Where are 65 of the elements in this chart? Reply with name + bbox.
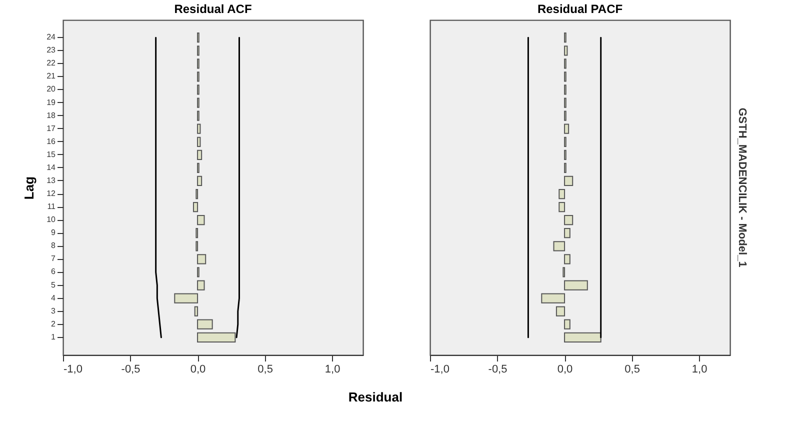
y-tick-label: 1 (51, 332, 56, 342)
bar (197, 124, 201, 134)
y-tick-label: 16 (46, 136, 56, 146)
y-tick-label: 20 (46, 84, 56, 94)
y-tick-label: 11 (47, 202, 56, 212)
bar (556, 306, 566, 316)
x-axis-title: Residual (348, 390, 403, 404)
bar (197, 215, 205, 226)
bar (564, 319, 570, 330)
bar (564, 332, 602, 342)
y-tick-label: 2 (51, 319, 56, 328)
bar (197, 280, 205, 290)
bar (553, 241, 566, 252)
bar (194, 306, 198, 316)
bar (564, 176, 574, 186)
bar (197, 319, 213, 330)
chart-title: Residual PACF (537, 2, 623, 16)
bar (564, 228, 570, 238)
y-tick-label: 8 (51, 241, 56, 250)
bar (564, 215, 574, 226)
y-axis-title: Lag (22, 176, 37, 200)
x-tick-label: 0,0 (190, 364, 206, 376)
y-tick-label: 24 (46, 32, 56, 42)
x-tick-label: -0,5 (121, 364, 140, 376)
bar (564, 280, 588, 290)
bar (564, 254, 570, 264)
y-tick-label: 22 (46, 58, 56, 68)
bar (564, 46, 568, 56)
bar (197, 136, 201, 147)
bar (197, 254, 206, 264)
bar (197, 332, 236, 342)
y-tick-label: 7 (51, 254, 56, 264)
x-tick-label: 1,0 (324, 364, 340, 376)
y-tick-label: 14 (46, 162, 56, 172)
x-tick-label: 0,5 (258, 364, 273, 376)
x-tick-label: -0,5 (488, 364, 508, 376)
y-tick-label: 17 (46, 124, 56, 133)
chart-title: Residual ACF (174, 2, 252, 16)
bar (197, 176, 202, 186)
y-tick-label: 15 (46, 150, 56, 159)
bar (558, 202, 566, 212)
x-tick-label: 0,5 (624, 364, 640, 376)
text: GSTH_MADENCILIK - Model_1 (736, 108, 748, 268)
bar (192, 202, 198, 212)
y-tick-label: 9 (51, 228, 56, 238)
bar (197, 150, 202, 160)
bar (541, 293, 566, 304)
y-tick-label: 10 (46, 215, 56, 224)
y-tick-label: 13 (46, 176, 56, 185)
x-tick-label: -1,0 (64, 364, 82, 376)
y-tick-label: 23 (46, 46, 56, 55)
x-tick-label: 1,0 (692, 364, 708, 376)
y-tick-label: 6 (51, 267, 56, 276)
x-tick-label: -1,0 (430, 364, 450, 376)
y-tick-label: 5 (51, 280, 56, 290)
y-tick-label: 21 (46, 72, 56, 81)
bar (564, 124, 570, 134)
y-tick-label: 4 (51, 293, 56, 302)
y-tick-label: 3 (51, 306, 56, 316)
y-tick-label: 19 (46, 98, 56, 107)
bar (174, 293, 198, 304)
x-tick-label: 0,0 (557, 364, 573, 376)
y-tick-label: 12 (46, 189, 56, 198)
bar (558, 188, 566, 200)
y-tick-label: 18 (46, 110, 56, 120)
